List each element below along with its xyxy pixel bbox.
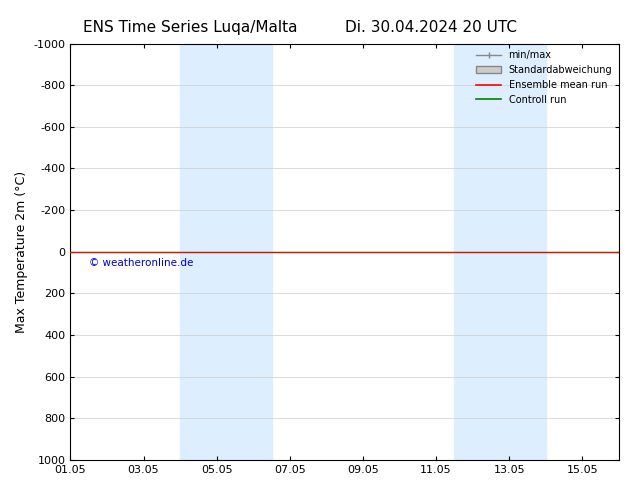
Text: © weatheronline.de: © weatheronline.de [89, 258, 193, 268]
Y-axis label: Max Temperature 2m (°C): Max Temperature 2m (°C) [15, 171, 28, 333]
Legend: min/max, Standardabweichung, Ensemble mean run, Controll run: min/max, Standardabweichung, Ensemble me… [472, 47, 616, 109]
Text: ENS Time Series Luqa/Malta: ENS Time Series Luqa/Malta [83, 20, 297, 35]
Text: Di. 30.04.2024 20 UTC: Di. 30.04.2024 20 UTC [345, 20, 517, 35]
Bar [455, 44, 546, 460]
Bar [180, 44, 271, 460]
